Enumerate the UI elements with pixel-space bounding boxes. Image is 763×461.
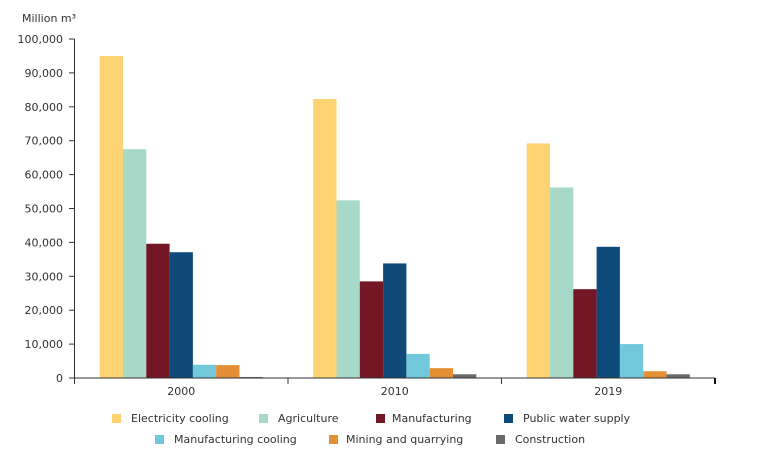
- legend-row-2: Manufacturing cooling Mining and quarryi…: [0, 433, 763, 449]
- legend-item-manufacturing-cooling: Manufacturing cooling: [155, 433, 297, 446]
- y-tick-label: 30,000: [25, 270, 64, 283]
- bar-manufacturing-cooling-2000: [192, 364, 217, 378]
- bar-manufacturing-2000: [146, 243, 170, 378]
- legend-swatch: [329, 435, 338, 444]
- y-tick-label: 40,000: [25, 236, 64, 249]
- legend-item-public-water-supply: Public water supply: [504, 412, 630, 425]
- y-tick-label: 60,000: [25, 169, 64, 182]
- legend-label: Manufacturing cooling: [174, 433, 297, 446]
- legend-row-1: Electricity cooling Agriculture Manufact…: [0, 412, 763, 428]
- x-axis-ticks: 2000 2010 2019: [167, 378, 716, 398]
- x-tick-label-2010: 2010: [381, 385, 409, 398]
- bar-manufacturing-2010: [359, 281, 384, 378]
- x-tick-label-2000: 2000: [167, 385, 195, 398]
- legend-swatch: [112, 414, 121, 423]
- bar-mining-and-quarrying-2019: [643, 371, 667, 378]
- bars: [99, 55, 690, 378]
- bar-mining-and-quarrying-2010: [429, 368, 453, 378]
- bar-mining-and-quarrying-2000: [216, 365, 240, 378]
- y-axis-unit-label: Million m³: [22, 12, 76, 25]
- legend-label: Construction: [515, 433, 586, 446]
- y-axis-ticks: 0 10,000 20,000 30,000 40,000 50,000 60,000 70,…: [18, 33, 75, 385]
- y-tick-label: 0: [56, 372, 63, 385]
- legend-swatch: [496, 435, 505, 444]
- y-tick-label: 10,000: [25, 338, 64, 351]
- legend-label: Mining and quarrying: [346, 433, 464, 446]
- legend-label: Agriculture: [278, 412, 339, 425]
- legend-item-construction: Construction: [496, 433, 585, 446]
- legend-swatch: [155, 435, 164, 444]
- legend-label: Public water supply: [523, 412, 631, 425]
- legend-item-manufacturing: Manufacturing: [376, 412, 472, 425]
- legend-label: Electricity cooling: [131, 412, 229, 425]
- legend-swatch: [376, 414, 385, 423]
- y-tick-label: 80,000: [25, 101, 64, 114]
- bar-agriculture-2019: [550, 187, 574, 378]
- bar-construction-2000: [239, 376, 263, 378]
- legend-swatch: [504, 414, 513, 423]
- legend-swatch: [259, 414, 268, 423]
- bar-construction-2010: [453, 374, 477, 378]
- bar-public-water-supply-2010: [383, 263, 407, 378]
- legend-label: Manufacturing: [392, 412, 472, 425]
- legend-item-electricity-cooling: Electricity cooling: [112, 412, 229, 425]
- y-tick-label: 50,000: [25, 203, 64, 216]
- bar-manufacturing-cooling-2019: [619, 344, 644, 378]
- bar-public-water-supply-2019: [596, 246, 620, 378]
- bar-manufacturing-cooling-2010: [406, 353, 430, 378]
- y-tick-label: 70,000: [25, 135, 64, 148]
- x-tick-label-2019: 2019: [594, 385, 622, 398]
- legend-item-agriculture: Agriculture: [259, 412, 339, 425]
- bar-construction-2019: [666, 374, 690, 378]
- bar-electricity-cooling-2010: [313, 99, 337, 378]
- bar-agriculture-2000: [123, 149, 147, 378]
- bar-public-water-supply-2000: [169, 252, 193, 378]
- y-tick-label: 100,000: [18, 33, 64, 46]
- y-tick-label: 90,000: [25, 67, 64, 80]
- y-tick-label: 20,000: [25, 304, 64, 317]
- legend-item-mining-and-quarrying: Mining and quarrying: [329, 433, 463, 446]
- bar-electricity-cooling-2019: [526, 143, 550, 378]
- bar-electricity-cooling-2000: [99, 55, 123, 378]
- bar-manufacturing-2019: [573, 289, 597, 378]
- bar-agriculture-2010: [336, 200, 360, 378]
